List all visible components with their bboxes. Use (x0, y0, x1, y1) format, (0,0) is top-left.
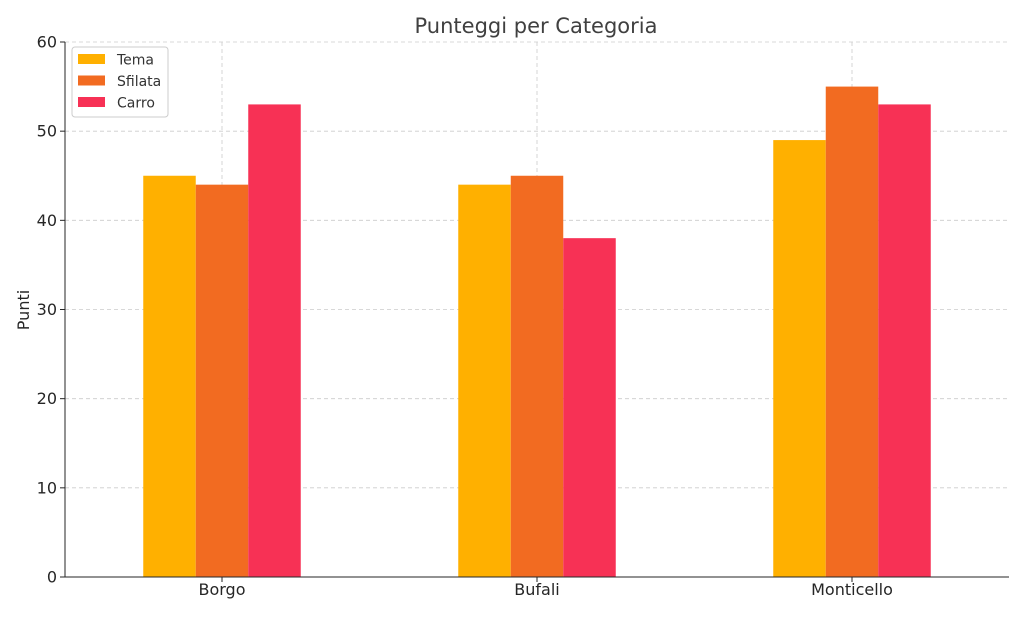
x-ticks: Borgo Bufali Monticello (198, 577, 893, 599)
y-tick-label: 30 (37, 300, 57, 319)
legend-label: Carro (117, 96, 155, 112)
legend-swatch (78, 75, 105, 86)
x-tick-label: Borgo (198, 580, 245, 599)
legend-swatch (78, 54, 105, 64)
x-tick-label: Bufali (514, 580, 559, 599)
y-tick-label: 20 (37, 389, 57, 408)
chart-title: Punteggi per Categoria (415, 14, 658, 38)
bar-carro-bufali (563, 238, 616, 577)
bar-carro-borgo (248, 104, 301, 578)
bar-tema-borgo (143, 175, 196, 577)
bar-sfilata-borgo (195, 184, 249, 577)
bar-carro-monticello (878, 104, 931, 578)
legend-swatch (78, 97, 105, 107)
legend-label: Tema (116, 53, 154, 69)
y-tick-label: 60 (37, 33, 57, 52)
y-tick-label: 40 (37, 211, 57, 230)
y-tick-label: 0 (47, 568, 57, 587)
y-ticks: 0 10 20 30 40 50 60 (37, 33, 65, 587)
bar-tema-bufali (458, 184, 511, 577)
legend: Tema Sfilata Carro (71, 46, 169, 118)
legend-label: Sfilata (117, 74, 161, 90)
y-tick-label: 10 (37, 478, 57, 497)
bars (143, 86, 931, 578)
bar-sfilata-bufali (510, 175, 564, 577)
y-axis-label: Punti (14, 290, 33, 330)
y-tick-label: 50 (37, 122, 57, 141)
bar-tema-monticello (773, 140, 826, 578)
bar-sfilata-monticello (825, 86, 879, 577)
x-tick-label: Monticello (811, 580, 893, 599)
